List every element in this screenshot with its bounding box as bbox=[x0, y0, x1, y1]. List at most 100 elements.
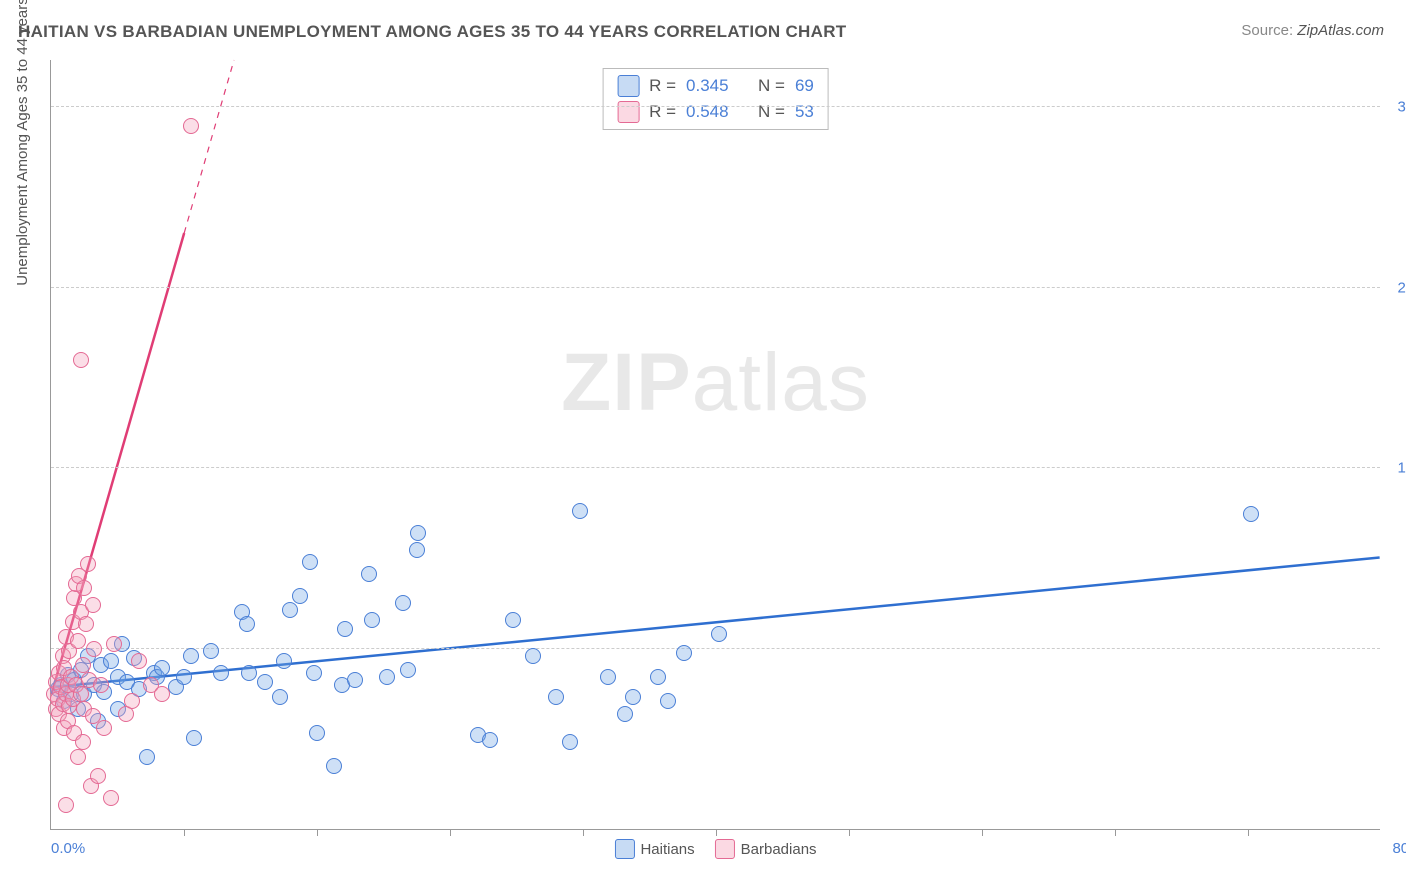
gridline-h bbox=[51, 648, 1380, 649]
chart-title: HAITIAN VS BARBADIAN UNEMPLOYMENT AMONG … bbox=[18, 22, 846, 42]
legend-label-barbadians: Barbadians bbox=[741, 841, 817, 858]
scatter-marker bbox=[96, 720, 112, 736]
scatter-marker bbox=[395, 595, 411, 611]
scatter-marker bbox=[364, 612, 380, 628]
x-tick bbox=[716, 829, 717, 836]
scatter-marker bbox=[302, 554, 318, 570]
scatter-marker bbox=[73, 352, 89, 368]
scatter-marker bbox=[660, 693, 676, 709]
x-tick bbox=[1115, 829, 1116, 836]
scatter-marker bbox=[93, 677, 109, 693]
gridline-h bbox=[51, 287, 1380, 288]
scatter-marker bbox=[410, 525, 426, 541]
scatter-marker bbox=[505, 612, 521, 628]
n-value-haitians: 69 bbox=[795, 76, 814, 96]
scatter-marker bbox=[272, 689, 288, 705]
legend-item-haitians: Haitians bbox=[614, 839, 694, 859]
scatter-marker bbox=[548, 689, 564, 705]
correlation-row-haitians: R = 0.345 N = 69 bbox=[617, 73, 814, 99]
scatter-marker bbox=[600, 669, 616, 685]
swatch-pink-icon bbox=[715, 839, 735, 859]
correlation-row-barbadians: R = 0.548 N = 53 bbox=[617, 99, 814, 125]
scatter-marker bbox=[70, 749, 86, 765]
scatter-marker bbox=[292, 588, 308, 604]
scatter-marker bbox=[183, 648, 199, 664]
trend-lines-svg bbox=[51, 60, 1380, 829]
scatter-marker bbox=[78, 616, 94, 632]
swatch-blue-icon bbox=[617, 75, 639, 97]
x-tick bbox=[184, 829, 185, 836]
scatter-marker bbox=[711, 626, 727, 642]
scatter-marker bbox=[103, 790, 119, 806]
x-min-label: 0.0% bbox=[51, 840, 85, 857]
scatter-marker bbox=[361, 566, 377, 582]
scatter-marker bbox=[276, 653, 292, 669]
r-label: R = bbox=[649, 102, 676, 122]
scatter-marker bbox=[379, 669, 395, 685]
source-value: ZipAtlas.com bbox=[1297, 22, 1384, 39]
series-legend: Haitians Barbadians bbox=[614, 839, 816, 859]
scatter-marker bbox=[70, 633, 86, 649]
correlation-legend: R = 0.345 N = 69 R = 0.548 N = 53 bbox=[602, 68, 829, 130]
scatter-marker bbox=[213, 665, 229, 681]
scatter-marker bbox=[257, 674, 273, 690]
scatter-marker bbox=[154, 660, 170, 676]
scatter-marker bbox=[131, 653, 147, 669]
scatter-marker bbox=[562, 734, 578, 750]
x-tick bbox=[849, 829, 850, 836]
scatter-marker bbox=[239, 616, 255, 632]
scatter-marker bbox=[73, 686, 89, 702]
scatter-marker bbox=[309, 725, 325, 741]
x-tick bbox=[982, 829, 983, 836]
scatter-marker bbox=[106, 636, 122, 652]
y-tick-label: 7.5% bbox=[1385, 640, 1406, 657]
x-max-label: 80.0% bbox=[1392, 840, 1406, 857]
scatter-marker bbox=[139, 749, 155, 765]
legend-label-haitians: Haitians bbox=[640, 841, 694, 858]
scatter-marker bbox=[306, 665, 322, 681]
scatter-marker bbox=[58, 797, 74, 813]
scatter-marker bbox=[676, 645, 692, 661]
source-label: Source: bbox=[1241, 22, 1293, 39]
scatter-marker bbox=[124, 693, 140, 709]
scatter-marker bbox=[650, 669, 666, 685]
scatter-marker bbox=[85, 597, 101, 613]
gridline-h bbox=[51, 467, 1380, 468]
scatter-marker bbox=[154, 686, 170, 702]
y-axis-label: Unemployment Among Ages 35 to 44 years bbox=[14, 0, 31, 286]
r-value-haitians: 0.345 bbox=[686, 76, 729, 96]
legend-item-barbadians: Barbadians bbox=[715, 839, 817, 859]
swatch-blue-icon bbox=[614, 839, 634, 859]
scatter-marker bbox=[617, 706, 633, 722]
scatter-marker bbox=[337, 621, 353, 637]
trend-line-dashed bbox=[184, 60, 234, 233]
scatter-marker bbox=[400, 662, 416, 678]
scatter-marker bbox=[176, 669, 192, 685]
scatter-marker bbox=[183, 118, 199, 134]
scatter-marker bbox=[409, 542, 425, 558]
n-label: N = bbox=[758, 76, 785, 96]
y-tick-label: 22.5% bbox=[1385, 279, 1406, 296]
chart-container: HAITIAN VS BARBADIAN UNEMPLOYMENT AMONG … bbox=[0, 0, 1406, 892]
scatter-marker bbox=[282, 602, 298, 618]
x-tick bbox=[317, 829, 318, 836]
source-attribution: Source: ZipAtlas.com bbox=[1241, 22, 1384, 39]
n-value-barbadians: 53 bbox=[795, 102, 814, 122]
scatter-marker bbox=[572, 503, 588, 519]
plot-area: ZIPatlas R = 0.345 N = 69 R = 0.548 N = … bbox=[50, 60, 1380, 830]
scatter-marker bbox=[203, 643, 219, 659]
scatter-marker bbox=[241, 665, 257, 681]
r-value-barbadians: 0.548 bbox=[686, 102, 729, 122]
x-tick bbox=[583, 829, 584, 836]
y-tick-label: 15.0% bbox=[1385, 460, 1406, 477]
x-tick bbox=[1248, 829, 1249, 836]
scatter-marker bbox=[326, 758, 342, 774]
scatter-marker bbox=[76, 580, 92, 596]
y-tick-label: 30.0% bbox=[1385, 99, 1406, 116]
scatter-marker bbox=[482, 732, 498, 748]
scatter-marker bbox=[625, 689, 641, 705]
gridline-h bbox=[51, 106, 1380, 107]
n-label: N = bbox=[758, 102, 785, 122]
scatter-marker bbox=[347, 672, 363, 688]
scatter-marker bbox=[75, 734, 91, 750]
